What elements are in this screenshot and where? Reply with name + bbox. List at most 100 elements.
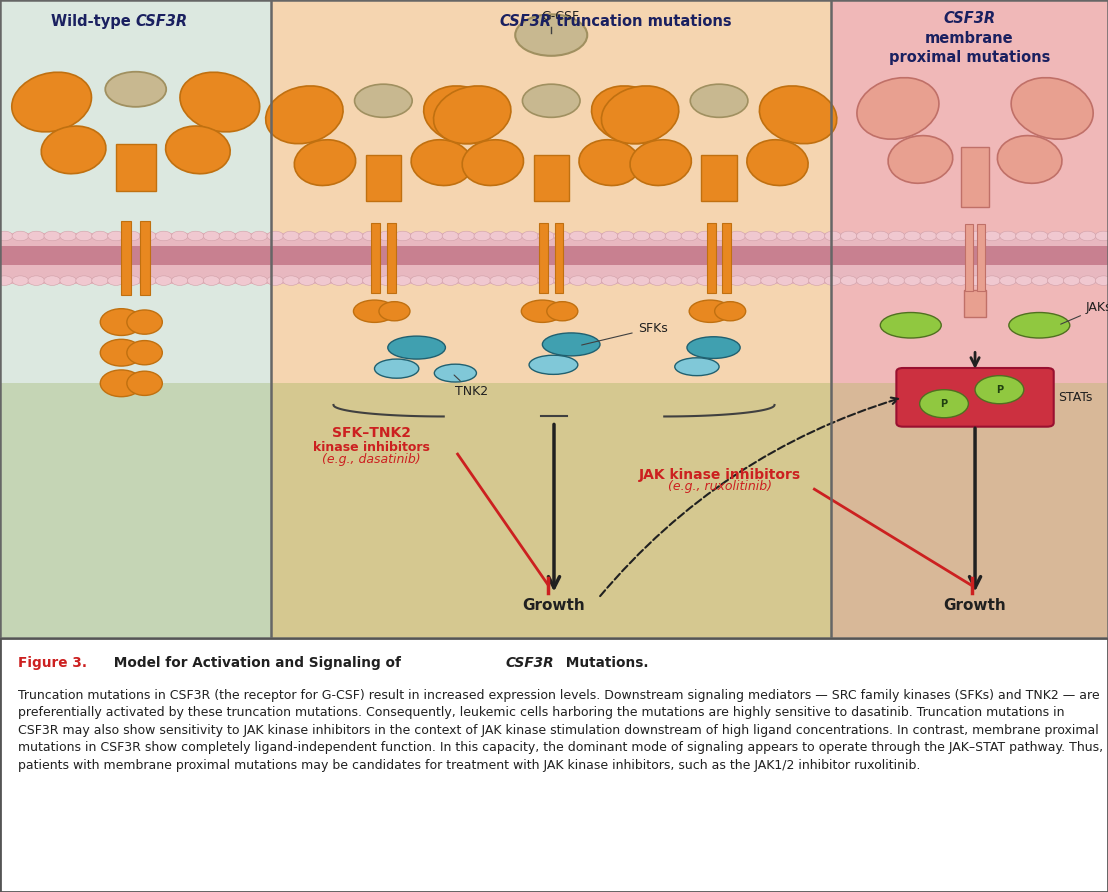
Circle shape	[712, 276, 729, 285]
Circle shape	[840, 231, 856, 241]
Bar	[271, 0, 831, 638]
Circle shape	[155, 231, 172, 241]
Circle shape	[1032, 231, 1048, 241]
Circle shape	[634, 276, 650, 285]
Bar	[965, 225, 973, 292]
Bar	[0, 233, 1108, 284]
Circle shape	[187, 231, 204, 241]
Circle shape	[617, 276, 634, 285]
Circle shape	[967, 276, 984, 285]
Circle shape	[252, 231, 268, 241]
Circle shape	[252, 276, 268, 285]
Circle shape	[362, 231, 379, 241]
Text: STATs: STATs	[1058, 391, 1092, 404]
Circle shape	[12, 276, 29, 285]
Circle shape	[840, 276, 856, 285]
Circle shape	[554, 231, 571, 241]
Circle shape	[203, 231, 219, 241]
Circle shape	[952, 276, 968, 285]
Ellipse shape	[675, 358, 719, 376]
Circle shape	[1064, 276, 1080, 285]
Circle shape	[172, 231, 188, 241]
Ellipse shape	[602, 86, 679, 144]
Ellipse shape	[715, 301, 746, 321]
Circle shape	[235, 276, 252, 285]
Circle shape	[155, 276, 172, 285]
Bar	[140, 221, 151, 295]
Circle shape	[585, 231, 602, 241]
Ellipse shape	[687, 337, 740, 359]
Text: proximal mutations: proximal mutations	[889, 50, 1050, 65]
Bar	[540, 223, 548, 293]
Circle shape	[379, 231, 396, 241]
Circle shape	[697, 276, 714, 285]
Circle shape	[809, 276, 825, 285]
Bar	[122, 221, 132, 295]
Text: (e.g., dasatinib): (e.g., dasatinib)	[321, 452, 421, 466]
Circle shape	[809, 231, 825, 241]
Circle shape	[394, 231, 411, 241]
Circle shape	[330, 276, 347, 285]
Circle shape	[967, 231, 984, 241]
Bar	[366, 155, 401, 201]
Ellipse shape	[515, 14, 587, 56]
Circle shape	[490, 276, 506, 285]
Text: truncation mutations: truncation mutations	[552, 14, 732, 29]
Bar	[116, 144, 155, 192]
Ellipse shape	[411, 140, 472, 186]
Bar	[371, 223, 380, 293]
Circle shape	[1047, 231, 1064, 241]
Ellipse shape	[388, 336, 445, 359]
Circle shape	[219, 231, 236, 241]
Bar	[831, 0, 1108, 638]
Circle shape	[75, 276, 92, 285]
Ellipse shape	[523, 84, 581, 118]
Circle shape	[856, 231, 873, 241]
Text: Model for Activation and Signaling of: Model for Activation and Signaling of	[109, 656, 406, 670]
Circle shape	[634, 231, 650, 241]
Circle shape	[1016, 231, 1033, 241]
Circle shape	[124, 276, 141, 285]
Circle shape	[124, 231, 141, 241]
Circle shape	[490, 231, 506, 241]
Circle shape	[856, 276, 873, 285]
FancyBboxPatch shape	[896, 368, 1054, 426]
Ellipse shape	[759, 86, 837, 144]
Circle shape	[506, 276, 523, 285]
Circle shape	[936, 231, 953, 241]
Text: P: P	[941, 399, 947, 409]
Ellipse shape	[433, 86, 511, 144]
Text: TNK2: TNK2	[454, 375, 489, 399]
Bar	[964, 290, 986, 317]
Circle shape	[649, 231, 666, 241]
Ellipse shape	[12, 72, 92, 132]
Circle shape	[999, 231, 1016, 241]
Ellipse shape	[880, 312, 942, 338]
Ellipse shape	[41, 126, 106, 174]
Circle shape	[777, 231, 793, 241]
Circle shape	[537, 231, 554, 241]
Bar	[722, 223, 731, 293]
Ellipse shape	[630, 140, 691, 186]
Circle shape	[649, 276, 666, 285]
Circle shape	[792, 276, 809, 285]
Ellipse shape	[126, 371, 163, 395]
Bar	[707, 223, 716, 293]
Text: JAK kinase inhibitors: JAK kinase inhibitors	[639, 467, 801, 482]
Text: G-CSF: G-CSF	[541, 10, 579, 23]
Circle shape	[474, 231, 491, 241]
Circle shape	[570, 231, 586, 241]
Text: Figure 3.: Figure 3.	[18, 656, 86, 670]
Circle shape	[904, 231, 921, 241]
Ellipse shape	[179, 72, 259, 132]
Circle shape	[410, 231, 427, 241]
Circle shape	[777, 276, 793, 285]
Circle shape	[394, 276, 411, 285]
Circle shape	[379, 276, 396, 285]
Bar	[961, 146, 989, 207]
Circle shape	[283, 276, 299, 285]
Text: SFK–TNK2: SFK–TNK2	[331, 426, 411, 440]
Ellipse shape	[1009, 312, 1070, 338]
Text: SFKs: SFKs	[582, 322, 667, 345]
Circle shape	[187, 276, 204, 285]
